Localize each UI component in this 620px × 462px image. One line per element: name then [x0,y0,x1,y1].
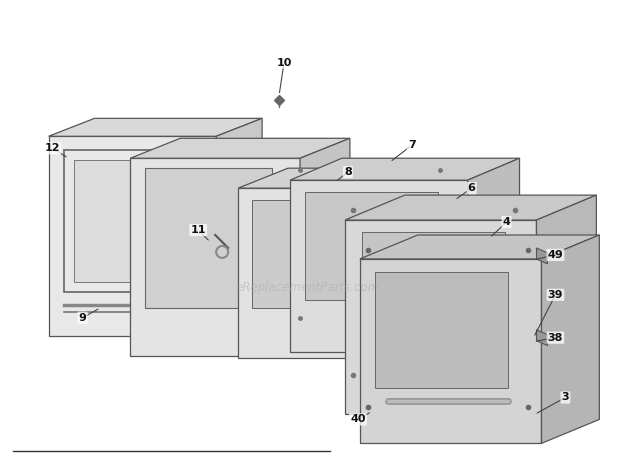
Polygon shape [252,200,380,308]
Text: 10: 10 [277,57,292,67]
Polygon shape [305,192,438,300]
Polygon shape [467,158,520,352]
Polygon shape [74,160,182,282]
Polygon shape [413,168,463,358]
Polygon shape [130,158,300,356]
Text: 39: 39 [547,290,563,300]
Text: 8: 8 [344,167,352,177]
Text: 3: 3 [562,393,569,402]
Polygon shape [536,195,596,414]
Polygon shape [290,158,520,180]
Text: 12: 12 [45,143,60,153]
Polygon shape [360,235,600,259]
Polygon shape [536,330,547,346]
Polygon shape [360,259,541,444]
Polygon shape [238,188,413,358]
Polygon shape [48,136,216,336]
Text: 6: 6 [467,183,476,193]
Text: 9: 9 [79,313,86,323]
Polygon shape [145,168,272,308]
Polygon shape [345,195,596,220]
Polygon shape [375,272,508,388]
Polygon shape [130,138,350,158]
Text: 38: 38 [547,333,563,343]
Polygon shape [300,138,350,356]
Polygon shape [238,168,463,188]
Text: 11: 11 [190,225,206,235]
Text: 4: 4 [503,217,510,227]
Polygon shape [345,220,536,414]
Polygon shape [362,232,505,355]
Text: 49: 49 [547,250,564,260]
Text: 7: 7 [408,140,415,150]
Polygon shape [290,180,467,352]
Polygon shape [536,248,547,264]
Polygon shape [48,118,262,136]
Polygon shape [541,235,600,444]
Polygon shape [216,118,262,336]
Text: 40: 40 [350,414,366,425]
Text: eReplacementParts.com: eReplacementParts.com [236,281,380,294]
